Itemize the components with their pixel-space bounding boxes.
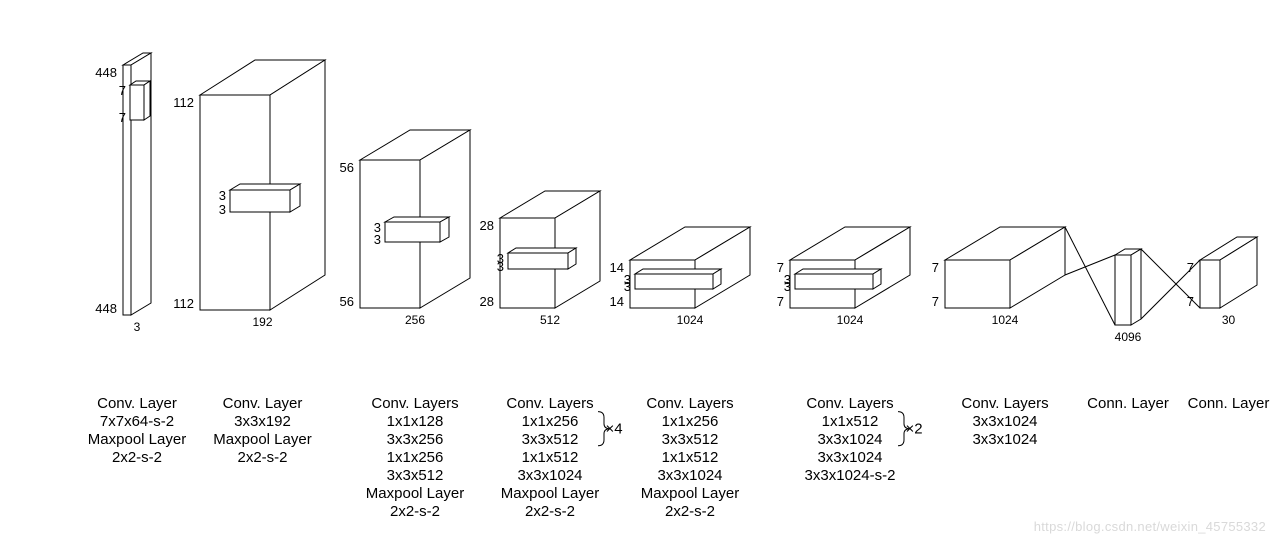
dim-h: 28	[480, 218, 494, 233]
dim-h: 7	[932, 260, 939, 275]
caption-line: Conv. Layers	[961, 395, 1048, 412]
caption-line: 3x3x192	[234, 413, 291, 430]
caption-line: 7x7x64-s-2	[100, 413, 174, 430]
caption-line: Maxpool Layer	[213, 431, 311, 448]
kernel-b: 3	[497, 259, 504, 274]
kernel-b: 3	[374, 232, 381, 247]
dim-w: 28	[480, 294, 494, 309]
repeat-mult: ×2	[905, 421, 922, 438]
dim-depth: 192	[252, 315, 272, 329]
kernel-b: 3	[219, 202, 226, 217]
caption-line: 2x2-s-2	[237, 449, 287, 466]
caption-line: 3x3x256	[387, 431, 444, 448]
caption-line: Maxpool Layer	[366, 485, 464, 502]
caption-line: 1x1x256	[662, 413, 719, 430]
caption-line: 3x3x1024	[817, 449, 882, 466]
caption-line: 1x1x256	[522, 413, 579, 430]
kernel-b: 7	[119, 110, 126, 125]
dim-w: 448	[95, 301, 117, 316]
dim-w: 7	[1187, 294, 1194, 309]
caption-line: Conv. Layer	[97, 395, 177, 412]
caption-line: 1x1x512	[822, 413, 879, 430]
caption-line: Conn. Layer	[1188, 395, 1270, 412]
architecture-diagram: 448448377Conv. Layer7x7x64-s-2Maxpool La…	[0, 0, 1278, 540]
block-2: 565625633Conv. Layers1x1x1283x3x2561x1x2…	[340, 130, 470, 520]
block-6: 771024Conv. Layers3x3x10243x3x1024	[932, 227, 1065, 448]
dim-w: 56	[340, 294, 354, 309]
caption-line: 2x2-s-2	[390, 503, 440, 520]
caption-line: 2x2-s-2	[665, 503, 715, 520]
caption-line: Conv. Layers	[806, 395, 893, 412]
caption-line: 3x3x512	[387, 467, 444, 484]
caption-line: 3x3x1024	[657, 467, 722, 484]
caption-line: 3x3x1024	[817, 431, 882, 448]
caption-line: 2x2-s-2	[525, 503, 575, 520]
dim-depth: 3	[134, 320, 141, 334]
caption-line: 3x3x1024	[972, 413, 1037, 430]
caption-line: Maxpool Layer	[641, 485, 739, 502]
caption-line: 1x1x512	[522, 449, 579, 466]
caption-line: Maxpool Layer	[88, 431, 186, 448]
caption-line: 3x3x512	[662, 431, 719, 448]
kernel-b: 3	[624, 279, 631, 294]
caption-line: 1x1x512	[662, 449, 719, 466]
dim-depth: 256	[405, 313, 425, 327]
block-5: 77102433Conv. Layers1x1x5123x3x10243x3x1…	[777, 227, 923, 484]
caption-line: Conv. Layers	[371, 395, 458, 412]
block-8: 7 7 30 Conn. Layer	[1141, 237, 1269, 412]
kernel-a: 3	[219, 188, 226, 203]
caption-line: Conn. Layer	[1087, 395, 1169, 412]
caption-line: 1x1x256	[387, 449, 444, 466]
caption-line: Conv. Layers	[506, 395, 593, 412]
dim-depth: 30	[1222, 313, 1236, 327]
dim-w: 7	[932, 294, 939, 309]
caption-line: Conv. Layers	[646, 395, 733, 412]
dim-depth: 512	[540, 313, 560, 327]
caption-line: 3x3x1024	[517, 467, 582, 484]
dim-depth: 1024	[837, 313, 864, 327]
caption-line: 3x3x512	[522, 431, 579, 448]
dim-h: 14	[610, 260, 624, 275]
dim-depth: 4096	[1115, 330, 1142, 344]
caption-line: Conv. Layer	[223, 395, 303, 412]
dim-depth: 1024	[992, 313, 1019, 327]
dim-h: 448	[95, 65, 117, 80]
caption-line: Maxpool Layer	[501, 485, 599, 502]
dim-h: 112	[173, 95, 194, 110]
dim-depth: 1024	[677, 313, 704, 327]
dim-h: 7	[1187, 260, 1194, 275]
block-0: 448 448 3 7 7 Conv. Layer7x7x64-s-2Maxpool La…	[88, 53, 186, 466]
caption-line: 2x2-s-2	[112, 449, 162, 466]
dim-w: 14	[610, 294, 624, 309]
kernel-b: 3	[784, 279, 791, 294]
dim-h: 56	[340, 160, 354, 175]
caption-line: 1x1x128	[387, 413, 444, 430]
watermark: https://blog.csdn.net/weixin_45755332	[1034, 519, 1266, 534]
kernel-a: 7	[119, 83, 126, 98]
repeat-mult: ×4	[605, 421, 622, 438]
block-7: 4096 Conn. Layer	[1065, 227, 1169, 412]
caption-line: 3x3x1024	[972, 431, 1037, 448]
dim-w: 7	[777, 294, 784, 309]
caption-line: 3x3x1024-s-2	[805, 467, 896, 484]
block-1: 112 112 192 33 Conv. Layer3x3x192Maxpool Lay…	[173, 60, 325, 466]
block-4: 1414102433Conv. Layers1x1x2563x3x5121x1x…	[610, 227, 750, 520]
block-3: 282851233Conv. Layers1x1x2563x3x5121x1x5…	[480, 191, 623, 520]
dim-w: 112	[173, 296, 194, 311]
